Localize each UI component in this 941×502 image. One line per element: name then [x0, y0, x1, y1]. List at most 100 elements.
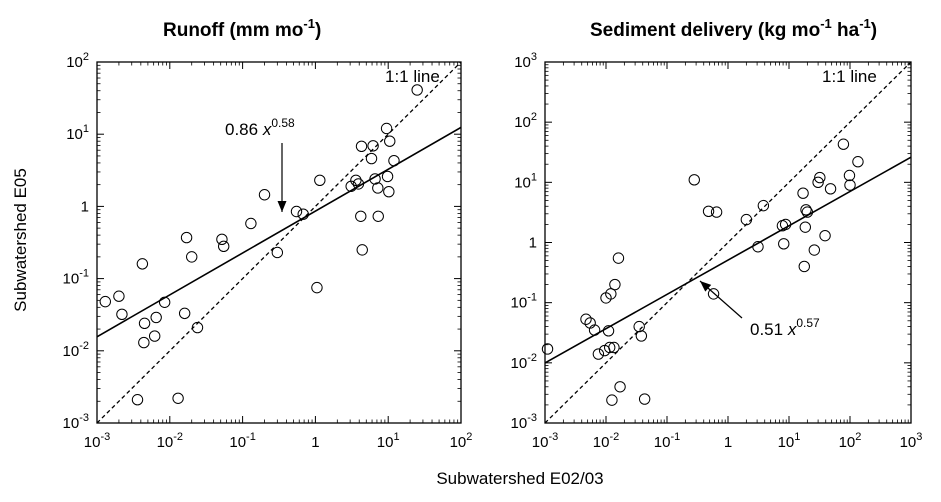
data-point	[779, 218, 792, 231]
data-point	[314, 174, 326, 186]
data-point	[752, 241, 764, 253]
data-point	[290, 205, 303, 218]
y-tick-label: 10-3	[511, 412, 537, 432]
data-point	[778, 238, 790, 250]
data-point	[837, 138, 850, 150]
data-point	[688, 174, 700, 186]
data-point	[588, 324, 601, 336]
left-one-to-one-label: 1:1 line	[385, 67, 440, 86]
y-tick-label: 1	[529, 235, 537, 252]
data-point	[99, 295, 111, 308]
data-point	[541, 343, 554, 355]
left-one-to-one-line	[96, 61, 462, 424]
data-point	[580, 313, 592, 325]
y-tick-label: 102	[514, 111, 537, 131]
data-point	[388, 154, 400, 167]
data-point	[602, 325, 615, 337]
right-one-to-one-label: 1:1 line	[822, 67, 877, 86]
data-point	[710, 206, 723, 218]
data-point	[383, 185, 395, 198]
y-tick-label: 103	[514, 51, 537, 71]
data-point	[191, 321, 204, 334]
y-tick-label: 10-1	[63, 268, 89, 288]
data-point	[808, 244, 821, 256]
x-tick-label: 101	[377, 431, 400, 451]
y-tick-label: 101	[66, 123, 89, 143]
data-point	[113, 290, 125, 302]
y-tick-label: 102	[66, 51, 89, 71]
data-point	[350, 174, 362, 186]
data-point	[297, 208, 309, 220]
data-point	[172, 392, 184, 404]
data-point	[605, 288, 617, 300]
data-point	[740, 213, 753, 226]
data-point	[136, 258, 149, 270]
left-fit-line	[96, 126, 462, 338]
data-point	[180, 231, 193, 244]
x-tick-label: 10-2	[157, 431, 183, 451]
data-point	[367, 140, 379, 152]
data-point	[801, 206, 814, 218]
data-point	[707, 288, 720, 300]
right-fit-equation: 0.51 x0.57	[750, 316, 820, 339]
right-fit-line	[544, 156, 912, 364]
right-plot-frame	[544, 61, 912, 424]
data-point	[604, 341, 616, 354]
data-point	[819, 229, 831, 242]
data-point	[797, 187, 809, 199]
data-point	[138, 336, 150, 349]
data-point	[608, 341, 620, 354]
data-point	[216, 233, 228, 246]
data-point	[355, 140, 368, 152]
x-tick-label: 101	[778, 431, 801, 451]
x-axis-label: Subwatershed E02/03	[436, 469, 603, 488]
x-tick-label: 10-3	[84, 431, 110, 451]
y-tick-label: 1	[81, 198, 89, 215]
x-tick-label: 10-3	[532, 431, 558, 451]
data-point	[384, 135, 396, 147]
data-point	[814, 171, 826, 184]
data-point	[138, 317, 151, 330]
data-point	[131, 394, 144, 406]
data-point	[614, 381, 626, 393]
y-tick-label: 10-3	[63, 412, 89, 432]
data-point	[411, 84, 423, 96]
data-point	[352, 178, 365, 190]
data-point	[852, 156, 864, 168]
data-point	[812, 176, 824, 189]
data-point	[355, 210, 367, 222]
data-point	[150, 311, 162, 324]
data-point	[381, 170, 394, 183]
data-point	[365, 152, 378, 165]
data-point	[609, 278, 621, 291]
data-point	[116, 308, 128, 321]
data-point	[638, 393, 651, 405]
right-fit-arrowhead	[700, 281, 712, 292]
x-tick-label: 10-1	[654, 431, 680, 451]
data-point	[799, 221, 811, 233]
left-plot-frame	[96, 61, 462, 424]
data-point	[592, 348, 605, 360]
data-point	[606, 394, 618, 406]
data-point	[271, 246, 284, 259]
panel-runoff: 10-3 10-2 10-1 1 101 102 10-3 10-2 10-1 1 101 102 1…	[63, 51, 473, 451]
left-points	[99, 84, 423, 406]
x-tick-label: 102	[839, 431, 862, 451]
left-fit-arrowhead	[277, 201, 287, 212]
data-point	[757, 199, 770, 212]
data-point	[178, 307, 191, 320]
data-point	[800, 204, 812, 216]
x-tick-label: 1	[724, 434, 732, 451]
y-axis-label: Subwatershed E05	[11, 168, 30, 312]
data-point	[186, 251, 198, 263]
panel-left-title: Runoff (mm mo-1)	[163, 16, 321, 41]
data-point	[258, 189, 271, 201]
data-point	[372, 182, 384, 194]
x-tick-label: 1	[311, 434, 319, 451]
data-point	[245, 217, 257, 230]
data-point	[635, 330, 648, 342]
data-point	[843, 169, 856, 182]
right-one-to-one-line	[544, 61, 912, 424]
data-point	[798, 260, 810, 273]
right-points	[541, 138, 864, 406]
